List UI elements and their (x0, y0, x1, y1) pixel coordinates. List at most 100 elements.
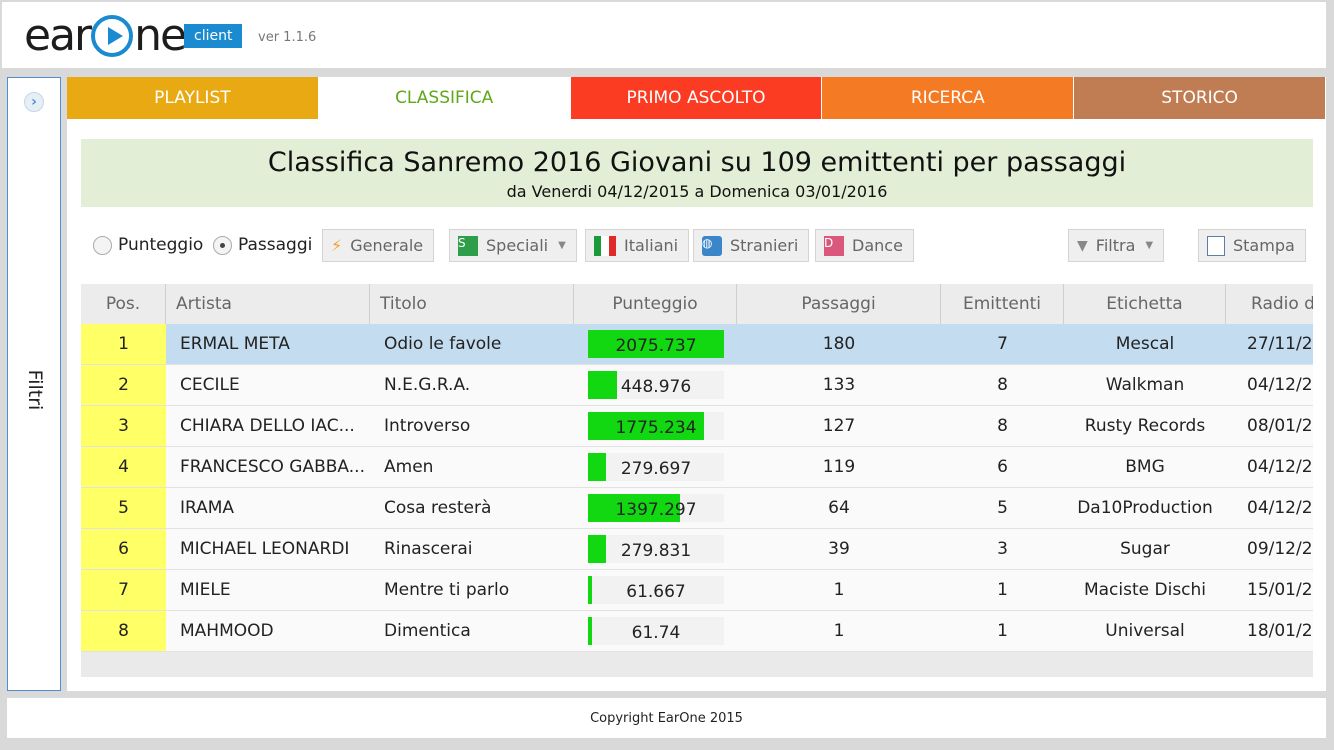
chevron-right-icon[interactable]: › (24, 92, 44, 112)
tab-playlist[interactable]: PLAYLIST (67, 77, 319, 119)
score-bar: 448.976 (588, 371, 724, 399)
chart-title-box: Classifica Sanremo 2016 Giovani su 109 e… (81, 139, 1313, 207)
stations-cell: 7 (997, 334, 1008, 354)
artist-cell: CHIARA DELLO IAC... (180, 416, 355, 436)
stranieri-button[interactable]: ◍ Stranieri (693, 229, 810, 262)
tab-bar: PLAYLIST CLASSIFICA PRIMO ASCOLTO RICERCA ST… (67, 77, 1326, 119)
table-row[interactable]: 8 MAHMOOD Dimentica 61.74 1 1 Universal 18/01/2 (81, 611, 1313, 652)
label-cell: Walkman (1105, 375, 1185, 395)
play-icon (91, 15, 134, 57)
score-value: 448.976 (620, 377, 692, 397)
radio-passaggi[interactable]: Passaggi (213, 235, 312, 255)
radio-checked-icon (213, 235, 232, 255)
table-row[interactable]: 6 MICHAEL LEONARDI Rinascerai 279.831 39 3 Sug… (81, 529, 1313, 570)
plays-cell: 39 (828, 539, 850, 559)
position-cell: 5 (81, 488, 166, 528)
table-row[interactable]: 7 MIELE Mentre ti parlo 61.667 1 1 Maciste Dis… (81, 570, 1313, 611)
table-row[interactable]: 3 CHIARA DELLO IAC... Introverso 1775.234 12… (81, 406, 1313, 447)
score-cell: 2075.737 (574, 324, 737, 364)
score-cell: 279.831 (574, 529, 737, 569)
artist-cell: FRANCESCO GABBA... (180, 457, 365, 477)
col-header-artista[interactable]: Artista (166, 284, 370, 324)
score-bar-fill (588, 330, 724, 358)
label-cell: BMG (1125, 457, 1165, 477)
radio-date-cell: 15/01/2 (1247, 580, 1313, 600)
label-cell: Universal (1105, 621, 1185, 641)
score-bar-fill (588, 535, 606, 563)
radio-punteggio[interactable]: Punteggio (93, 235, 203, 255)
score-bar-fill (588, 453, 606, 481)
score-value: 2075.737 (615, 336, 697, 356)
plays-cell: 1 (833, 580, 845, 600)
position-cell: 1 (81, 324, 166, 364)
position-cell: 2 (81, 365, 166, 405)
title-cell: Dimentica (384, 621, 471, 641)
table-row[interactable]: 5 IRAMA Cosa resterà 1397.297 64 5 Da10Product… (81, 488, 1313, 529)
col-header-radio-date[interactable]: Radio d (1251, 294, 1313, 314)
title-cell: Mentre ti parlo (384, 580, 510, 600)
plays-cell: 180 (822, 334, 856, 354)
radio-date-cell: 27/11/2 (1247, 334, 1313, 354)
table-row[interactable]: 1 ERMAL META Odio le favole 2075.737 180 7 Mes… (81, 324, 1313, 365)
italiani-button[interactable]: Italiani (585, 229, 690, 262)
score-bar: 279.697 (588, 453, 724, 481)
speciali-button[interactable]: S Speciali ▼ (449, 229, 577, 262)
main-panel: PLAYLIST CLASSIFICA PRIMO ASCOLTO RICERCA ST… (67, 77, 1326, 691)
score-bar-fill (588, 371, 617, 399)
radio-punteggio-label: Punteggio (118, 235, 204, 255)
stranieri-label: Stranieri (730, 236, 799, 255)
position-cell: 3 (81, 406, 166, 446)
score-value: 61.667 (626, 582, 686, 602)
score-value: 61.74 (631, 623, 681, 643)
dance-button[interactable]: D Dance (815, 229, 914, 262)
score-bar: 1397.297 (588, 494, 724, 522)
radio-date-cell: 04/12/2 (1247, 375, 1313, 395)
stampa-button[interactable]: Stampa (1198, 229, 1306, 262)
title-cell: Odio le favole (384, 334, 502, 354)
radio-date-cell: 09/12/2 (1247, 539, 1313, 559)
title-cell: Cosa resterà (384, 498, 492, 518)
tab-ricerca[interactable]: RICERCA (822, 77, 1075, 119)
artist-cell: MICHAEL LEONARDI (180, 539, 350, 559)
score-bar-fill (588, 412, 704, 440)
filtra-button[interactable]: ▼ Filtra ▼ (1068, 229, 1165, 262)
score-value: 1775.234 (615, 418, 697, 438)
score-bar: 2075.737 (588, 330, 724, 358)
table-row[interactable]: 4 FRANCESCO GABBA... Amen 279.697 119 6 BMG 04/… (81, 447, 1313, 488)
dance-badge-icon: D (824, 235, 844, 256)
col-header-punteggio[interactable]: Punteggio (574, 284, 737, 324)
stations-cell: 8 (997, 375, 1008, 395)
earone-logo: ear ne (24, 10, 187, 62)
page-title: Classifica Sanremo 2016 Giovani su 109 e… (267, 147, 1127, 178)
col-header-etichetta[interactable]: Etichetta (1064, 284, 1226, 324)
artist-cell: ERMAL META (180, 334, 290, 354)
print-preview-icon (1207, 235, 1225, 256)
table-row[interactable]: 2 CECILE N.E.G.R.A. 448.976 133 8 Walkman 04/12… (81, 365, 1313, 406)
score-cell: 1397.297 (574, 488, 737, 528)
col-header-titolo[interactable]: Titolo (370, 284, 574, 324)
stations-cell: 1 (997, 621, 1008, 641)
score-bar-fill (588, 617, 592, 645)
plays-cell: 119 (822, 457, 856, 477)
tab-primo-ascolto[interactable]: PRIMO ASCOLTO (570, 77, 823, 119)
stations-cell: 1 (997, 580, 1008, 600)
score-value: 279.697 (620, 459, 692, 479)
artist-cell: CECILE (180, 375, 240, 395)
col-header-passaggi[interactable]: Passaggi (737, 284, 941, 324)
stations-cell: 5 (997, 498, 1008, 518)
filters-sidebar[interactable]: › Filtri (7, 77, 61, 691)
label-cell: Rusty Records (1084, 416, 1206, 436)
funnel-icon: ▼ (1077, 237, 1088, 254)
artist-cell: IRAMA (180, 498, 235, 518)
position-cell: 8 (81, 611, 166, 651)
radio-passaggi-label: Passaggi (238, 235, 313, 255)
generale-button[interactable]: ⚡ Generale (322, 229, 435, 262)
toolbar: Punteggio Passaggi ⚡ Generale S Speciali… (91, 229, 1306, 263)
score-cell: 279.697 (574, 447, 737, 487)
label-cell: Sugar (1120, 539, 1170, 559)
col-header-pos[interactable]: Pos. (81, 284, 166, 324)
tab-storico[interactable]: STORICO (1074, 77, 1326, 119)
italiani-label: Italiani (624, 236, 679, 255)
tab-classifica[interactable]: CLASSIFICA (318, 77, 571, 119)
col-header-emittenti[interactable]: Emittenti (941, 284, 1064, 324)
